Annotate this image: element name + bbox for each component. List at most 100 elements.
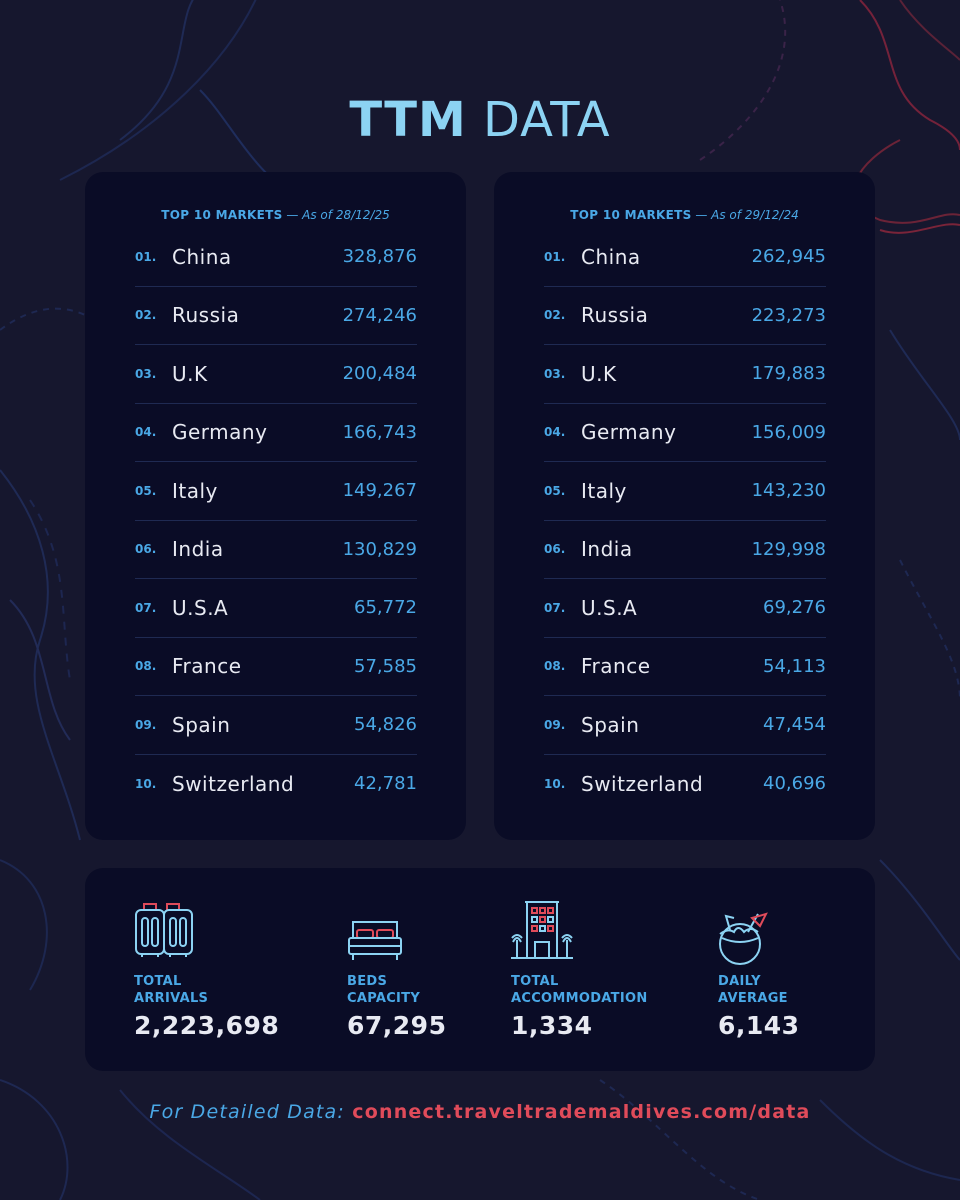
markets-panel-2024: TOP 10 MARKETS — As of 29/12/24 01. China… xyxy=(494,172,875,840)
stat-label-line-1: BEDS xyxy=(347,974,388,989)
hotel-building-icon xyxy=(511,901,573,959)
list-item: 10. Switzerland 42,781 xyxy=(135,755,417,814)
rank: 07. xyxy=(544,600,566,615)
country-name: Switzerland xyxy=(581,771,704,796)
footer: For Detailed Data: connect.traveltradema… xyxy=(0,1101,960,1123)
title-rest: DATA xyxy=(482,92,611,148)
list-item: 07. U.S.A 69,276 xyxy=(544,579,826,638)
arrivals-value: 274,246 xyxy=(342,304,417,326)
panel-heading-date: — As of 28/12/25 xyxy=(286,208,390,222)
panel-heading-date: — As of 29/12/24 xyxy=(695,208,799,222)
rank: 09. xyxy=(544,717,566,732)
country-name: France xyxy=(172,654,242,679)
arrivals-value: 200,484 xyxy=(342,363,417,385)
arrivals-value: 40,696 xyxy=(763,773,826,795)
list-item: 09. Spain 54,826 xyxy=(135,696,417,755)
list-item: 02. Russia 223,273 xyxy=(544,287,826,345)
arrivals-value: 129,998 xyxy=(751,538,826,560)
rank: 10. xyxy=(544,776,566,791)
country-name: U.S.A xyxy=(581,595,638,620)
rank: 02. xyxy=(544,308,566,323)
arrivals-value: 47,454 xyxy=(763,714,826,736)
list-item: 06. India 129,998 xyxy=(544,521,826,579)
luggage-icon xyxy=(135,903,193,957)
stat-label-line-1: TOTAL xyxy=(511,974,559,989)
arrivals-value: 69,276 xyxy=(763,597,826,619)
markets-panel-2025: TOP 10 MARKETS — As of 28/12/25 01. China… xyxy=(85,172,466,840)
arrivals-value: 143,230 xyxy=(751,480,826,502)
arrivals-value: 65,772 xyxy=(354,597,417,619)
rank: 04. xyxy=(135,425,157,440)
arrivals-value: 54,113 xyxy=(763,655,826,677)
stat-value: 6,143 xyxy=(718,1011,800,1040)
list-item: 04. Germany 156,009 xyxy=(544,404,826,462)
list-item: 01. China 328,876 xyxy=(135,228,417,287)
arrivals-value: 179,883 xyxy=(751,363,826,385)
rank: 09. xyxy=(135,717,157,732)
rank: 05. xyxy=(544,483,566,498)
bed-icon xyxy=(348,921,402,960)
stat-value: 67,295 xyxy=(347,1011,447,1040)
rank: 10. xyxy=(135,776,157,791)
arrivals-value: 328,876 xyxy=(342,246,417,268)
list-item: 03. U.K 200,484 xyxy=(135,345,417,404)
list-item: 04. Germany 166,743 xyxy=(135,404,417,462)
rank: 06. xyxy=(135,542,157,557)
stat-label: TOTAL ARRIVALS xyxy=(134,973,208,1007)
list-item: 07. U.S.A 65,772 xyxy=(135,579,417,638)
country-name: China xyxy=(172,244,232,269)
stat-label-line-2: AVERAGE xyxy=(718,991,788,1006)
country-name: India xyxy=(172,537,224,562)
country-name: U.K xyxy=(581,361,617,386)
rank: 05. xyxy=(135,483,157,498)
country-name: Spain xyxy=(581,712,640,737)
stat-value: 2,223,698 xyxy=(134,1011,280,1040)
country-name: Spain xyxy=(172,712,231,737)
rank: 01. xyxy=(544,249,566,264)
rank: 06. xyxy=(544,542,566,557)
country-name: France xyxy=(581,654,651,679)
rank: 01. xyxy=(135,249,157,264)
arrivals-value: 130,829 xyxy=(342,538,417,560)
page-title: TTM DATA xyxy=(0,92,960,148)
country-name: Russia xyxy=(172,303,240,328)
country-name: Germany xyxy=(172,420,268,445)
arrivals-value: 42,781 xyxy=(354,773,417,795)
list-item: 08. France 57,585 xyxy=(135,638,417,696)
footer-label: For Detailed Data: xyxy=(149,1101,346,1123)
country-name: Germany xyxy=(581,420,677,445)
title-bold: TTM xyxy=(349,92,467,148)
list-item: 09. Spain 47,454 xyxy=(544,696,826,755)
stat-label-line-2: ACCOMMODATION xyxy=(511,991,648,1006)
list-item: 03. U.K 179,883 xyxy=(544,345,826,404)
panel-heading-label: TOP 10 MARKETS xyxy=(161,208,283,222)
arrivals-value: 54,826 xyxy=(354,714,417,736)
list-item: 08. France 54,113 xyxy=(544,638,826,696)
list-item: 01. China 262,945 xyxy=(544,228,826,287)
stat-label: DAILY AVERAGE xyxy=(718,973,788,1007)
rank: 07. xyxy=(135,600,157,615)
rank: 08. xyxy=(135,659,157,674)
coconut-drink-icon xyxy=(719,912,768,965)
list-item: 10. Switzerland 40,696 xyxy=(544,755,826,814)
arrivals-value: 223,273 xyxy=(751,304,826,326)
panel-heading-label: TOP 10 MARKETS xyxy=(570,208,692,222)
panel-heading: TOP 10 MARKETS — As of 29/12/24 xyxy=(494,208,875,222)
stat-value: 1,334 xyxy=(511,1011,593,1040)
list-item: 02. Russia 274,246 xyxy=(135,287,417,345)
arrivals-value: 156,009 xyxy=(751,421,826,443)
list-item: 06. India 130,829 xyxy=(135,521,417,579)
rank: 08. xyxy=(544,659,566,674)
rank: 03. xyxy=(544,366,566,381)
country-name: U.S.A xyxy=(172,595,229,620)
country-name: Italy xyxy=(172,478,218,503)
stat-label-line-1: TOTAL xyxy=(134,974,182,989)
country-name: U.K xyxy=(172,361,208,386)
country-name: India xyxy=(581,537,633,562)
markets-list: 01. China 328,876 02. Russia 274,246 03. U.K 2… xyxy=(135,228,417,813)
stat-label-line-2: CAPACITY xyxy=(347,991,421,1006)
markets-list: 01. China 262,945 02. Russia 223,273 03. U.K 1… xyxy=(544,228,826,813)
data-link[interactable]: connect.traveltrademaldives.com/data xyxy=(352,1101,811,1123)
country-name: Switzerland xyxy=(172,771,295,796)
